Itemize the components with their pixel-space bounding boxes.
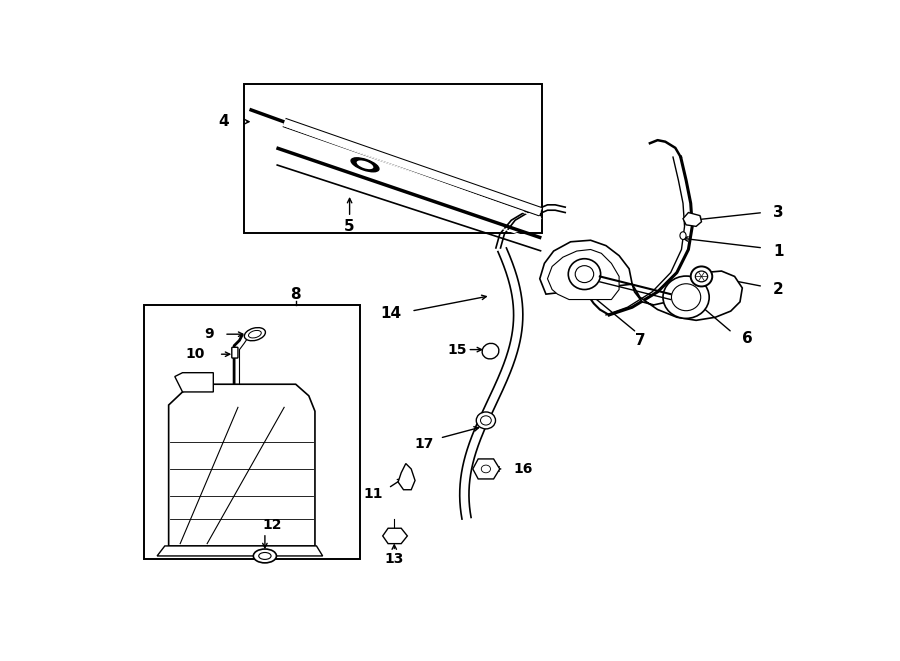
Polygon shape	[683, 213, 701, 226]
Polygon shape	[472, 459, 500, 479]
Text: 8: 8	[291, 287, 301, 301]
Ellipse shape	[476, 412, 496, 429]
Ellipse shape	[568, 258, 600, 290]
Text: 1: 1	[773, 243, 784, 258]
Polygon shape	[168, 384, 315, 546]
Ellipse shape	[575, 266, 594, 283]
Text: 5: 5	[345, 219, 355, 234]
Text: 12: 12	[263, 518, 283, 532]
Ellipse shape	[254, 549, 276, 563]
Ellipse shape	[245, 328, 266, 341]
Text: 9: 9	[204, 327, 213, 341]
Ellipse shape	[356, 161, 374, 169]
Text: 16: 16	[514, 462, 533, 476]
Polygon shape	[540, 240, 742, 321]
FancyBboxPatch shape	[232, 347, 238, 358]
Polygon shape	[398, 463, 415, 490]
Ellipse shape	[248, 330, 261, 338]
Polygon shape	[158, 546, 322, 556]
Text: 10: 10	[186, 347, 205, 361]
Polygon shape	[547, 249, 619, 299]
Text: 14: 14	[380, 306, 401, 321]
Text: 13: 13	[384, 552, 404, 566]
Ellipse shape	[663, 276, 709, 319]
Bar	[244, 84, 542, 233]
Polygon shape	[382, 528, 408, 543]
Bar	[144, 305, 360, 559]
Ellipse shape	[481, 416, 491, 425]
Ellipse shape	[690, 266, 712, 286]
Ellipse shape	[696, 271, 707, 282]
Text: 11: 11	[363, 487, 382, 501]
Text: 4: 4	[219, 114, 230, 129]
Ellipse shape	[482, 465, 490, 473]
Text: 17: 17	[415, 436, 434, 451]
Polygon shape	[175, 373, 213, 392]
Text: 15: 15	[447, 342, 467, 356]
Ellipse shape	[351, 158, 379, 172]
Ellipse shape	[482, 343, 499, 359]
Text: 6: 6	[742, 330, 753, 346]
Text: 3: 3	[773, 205, 784, 220]
Ellipse shape	[258, 553, 271, 559]
Ellipse shape	[680, 232, 686, 239]
Text: 7: 7	[634, 333, 645, 348]
Text: 2: 2	[773, 282, 784, 297]
Ellipse shape	[671, 284, 701, 311]
